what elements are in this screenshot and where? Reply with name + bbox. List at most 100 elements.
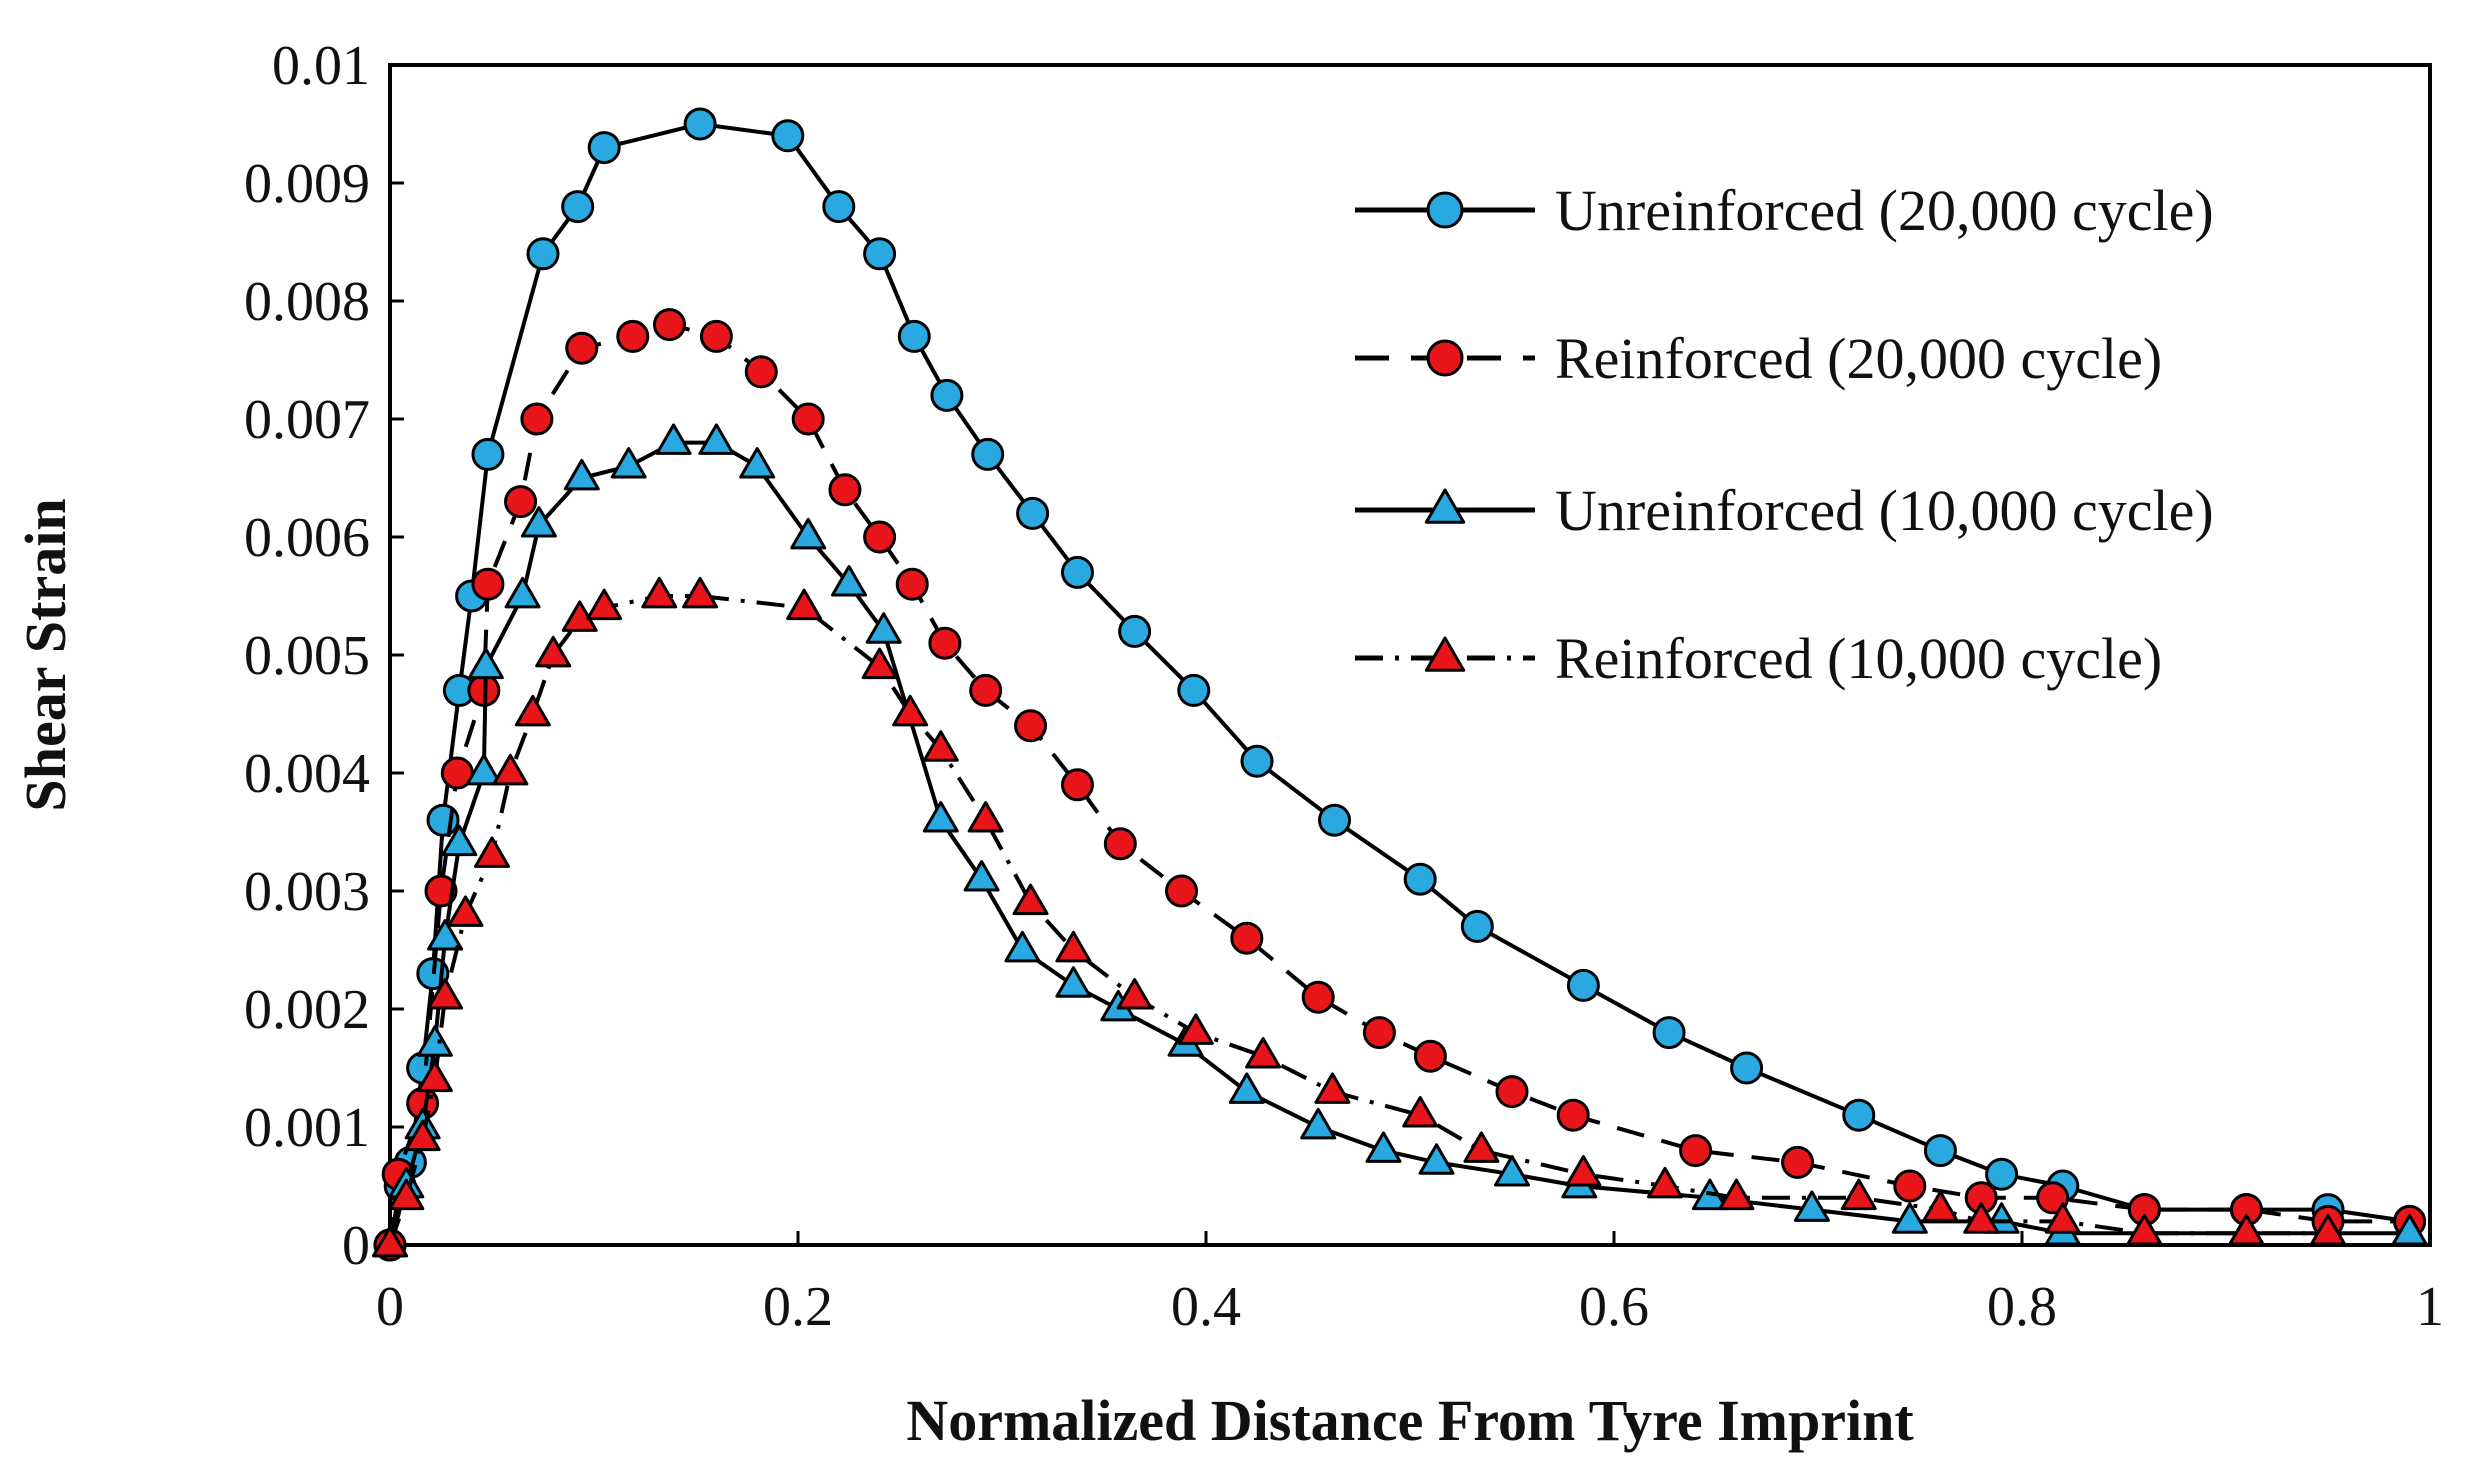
data-point: [922, 730, 959, 762]
data-point: [2391, 1214, 2428, 1246]
data-point: [1177, 1013, 1214, 1045]
x-tick-label: 1: [2416, 1276, 2444, 1338]
data-point: [1679, 1134, 1713, 1168]
data-point: [739, 447, 776, 479]
data-point: [1014, 709, 1048, 743]
data-point: [520, 506, 557, 538]
data-point: [828, 473, 862, 507]
x-tick-label: 0.4: [1171, 1276, 1241, 1338]
legend-label: Reinforced (20,000 cycle): [1555, 326, 2162, 391]
data-point: [427, 978, 464, 1010]
data-point: [1718, 1178, 1755, 1211]
data-point: [786, 588, 823, 621]
legend-entry-1: Unreinforced (20,000 cycle): [1355, 178, 2214, 243]
data-point: [2310, 1214, 2346, 1246]
data-point: [1012, 883, 1049, 916]
data-point: [1365, 1131, 1402, 1163]
data-point: [1565, 1155, 1602, 1187]
data-point: [1963, 1202, 2000, 1234]
x-tick-label: 0.8: [1987, 1276, 2057, 1338]
data-point: [930, 378, 964, 412]
data-point: [1060, 768, 1094, 802]
data-point: [699, 319, 733, 353]
data-point: [682, 576, 719, 609]
data-point: [1985, 1157, 2019, 1191]
data-point: [563, 458, 600, 491]
data-point: [2044, 1202, 2081, 1234]
data-point: [504, 576, 541, 609]
legend-label: Unreinforced (10,000 cycle): [1555, 478, 2214, 543]
data-point: [698, 423, 735, 455]
data-point: [1893, 1169, 1927, 1203]
data-point: [790, 517, 827, 550]
data-point: [1055, 966, 1092, 998]
data-point: [863, 237, 897, 271]
data-point: [1556, 1098, 1590, 1132]
data-point: [2126, 1214, 2163, 1246]
data-point: [641, 576, 678, 609]
y-tick-label: 0: [342, 1215, 370, 1277]
data-point: [520, 402, 554, 436]
data-point: [967, 801, 1004, 833]
legend: Unreinforced (20,000 cycle) Reinforced (2…: [1355, 178, 2214, 691]
data-point: [474, 836, 510, 868]
data-point: [526, 237, 560, 271]
data-point: [1494, 1155, 1530, 1187]
data-point: [1055, 930, 1092, 963]
legend-entry-4: Reinforced (10,000 cycle): [1355, 626, 2162, 691]
data-point: [928, 626, 962, 660]
data-point: [971, 437, 1005, 471]
data-point: [1730, 1051, 1764, 1085]
data-point: [1228, 1072, 1265, 1104]
data-point: [1165, 874, 1199, 908]
data-point: [1016, 496, 1050, 530]
data-point: [465, 753, 502, 786]
data-point: [1402, 1096, 1439, 1128]
data-point: [1793, 1190, 1830, 1222]
data-point: [561, 190, 595, 224]
data-point: [655, 423, 692, 455]
legend-label: Reinforced (10,000 cycle): [1555, 626, 2162, 691]
data-point: [822, 190, 856, 224]
data-point: [1463, 1131, 1500, 1163]
data-point: [1245, 1037, 1282, 1069]
y-tick-label: 0.01: [272, 35, 370, 97]
data-point: [897, 319, 931, 353]
data-point: [388, 1178, 425, 1211]
data-point: [969, 673, 1003, 707]
data-point: [922, 801, 959, 833]
data-point: [1566, 968, 1600, 1002]
x-tick-label: 0.6: [1579, 1276, 1649, 1338]
data-point: [535, 635, 572, 668]
data-point: [610, 447, 647, 479]
data-point: [771, 119, 805, 153]
legend-marker: [1424, 636, 1466, 672]
legend-marker: [1426, 339, 1464, 377]
y-tick-label: 0.002: [244, 979, 370, 1041]
data-point: [416, 1025, 453, 1057]
y-tick-label: 0.005: [244, 625, 370, 687]
data-point: [1301, 980, 1335, 1014]
data-point: [514, 694, 551, 727]
x-tick-label: 0: [376, 1276, 404, 1338]
data-point: [441, 824, 478, 857]
data-point: [416, 1060, 453, 1093]
series-group: [372, 107, 2428, 1262]
data-point: [586, 588, 623, 621]
axis-ticks: 0 0.001 0.002 0.003 0.004 0.005 0.006 0.007 0.00…: [244, 35, 2444, 1338]
data-point: [424, 874, 458, 908]
x-axis-title: Normalized Distance From Tyre Imprint: [906, 1388, 1914, 1453]
data-point: [471, 567, 505, 601]
y-tick-label: 0.003: [244, 861, 370, 923]
data-point: [467, 647, 504, 680]
data-point: [372, 1225, 408, 1258]
series-4: [372, 576, 2346, 1258]
data-point: [1403, 862, 1437, 896]
data-point: [683, 107, 717, 141]
data-point: [1781, 1145, 1815, 1179]
data-point: [1418, 1143, 1455, 1175]
data-point: [1840, 1178, 1877, 1211]
data-point: [1314, 1072, 1351, 1104]
